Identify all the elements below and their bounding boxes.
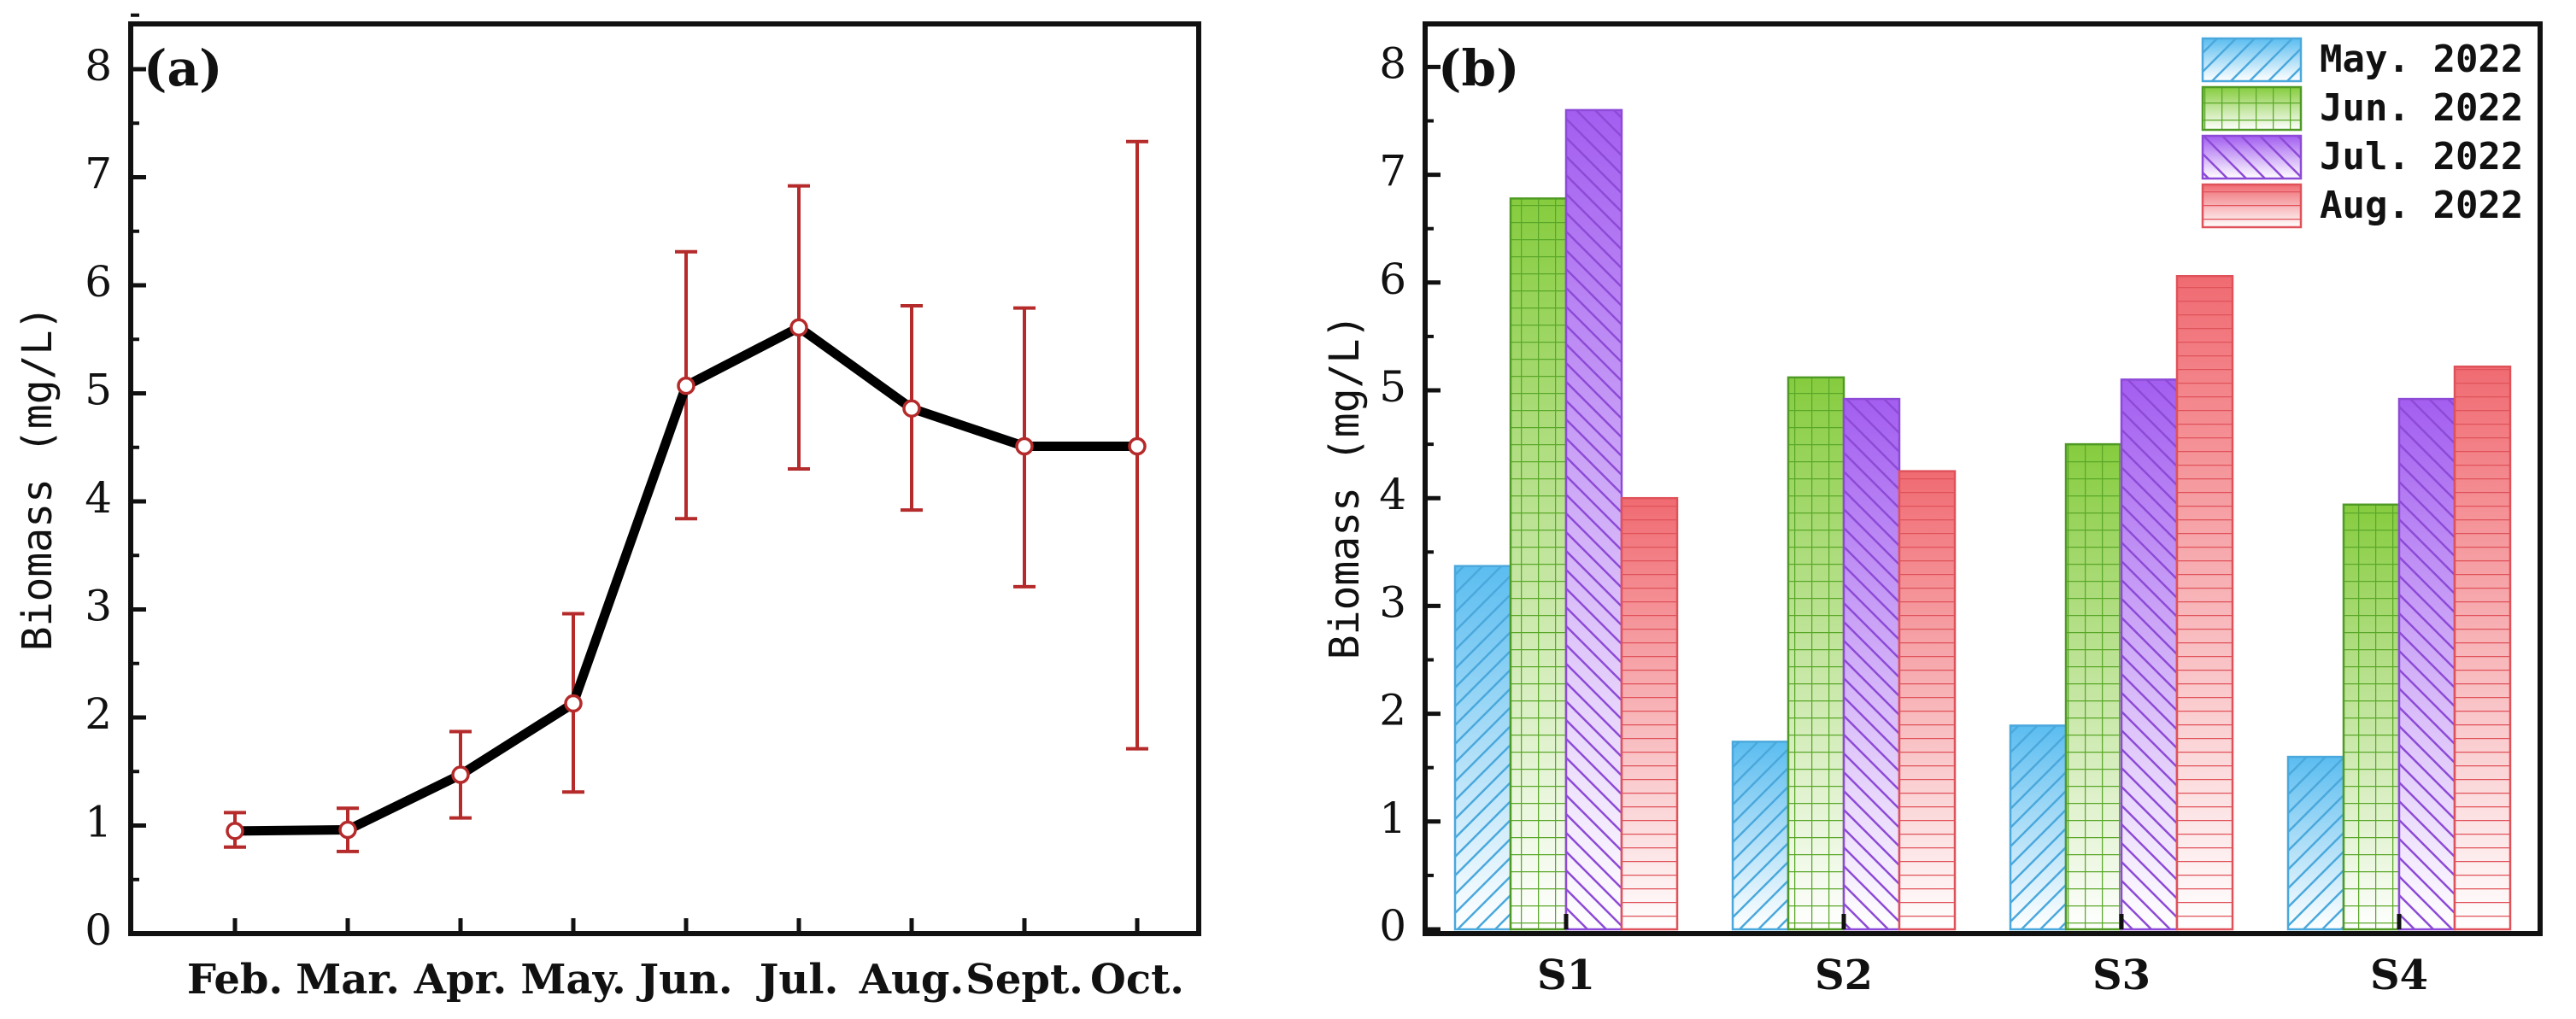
- panel-a-y-ticks: 0 1 2 3 4 5 6 7 8: [85, 13, 146, 955]
- panel-a-data-point: [338, 820, 357, 840]
- panel-a-data-point: [226, 822, 244, 840]
- legend-label: Jul. 2022: [2320, 135, 2523, 179]
- panel-b-y-tick-label: 2: [1379, 686, 1406, 735]
- panel-a-x-tick-label: Feb.: [187, 956, 283, 1004]
- panel-a-y-tick-label: 7: [85, 149, 112, 199]
- panel-b-x-tick-label: S2: [1815, 952, 1873, 999]
- panel-b-y-tick-label: 3: [1379, 577, 1406, 627]
- panel-b-x-tick-label: S3: [2092, 952, 2151, 999]
- panel-a-y-tick-label: 5: [85, 366, 112, 415]
- panel-a-y-tick-label: 4: [85, 473, 112, 523]
- panel-a-x-tick-label: Mar.: [296, 956, 400, 1004]
- panel-a-data-point: [789, 318, 808, 337]
- panel-a-x-tick-label: May.: [520, 956, 625, 1004]
- panel-a-frame: [128, 21, 1201, 936]
- panel-a-y-tick-label: 0: [85, 905, 112, 955]
- legend-swatch-pattern-3: [2201, 183, 2303, 229]
- panel-a-x-tick-label: Aug.: [859, 956, 964, 1004]
- bar-pattern-1-0: [1509, 197, 1568, 931]
- panel-b-bars: [1453, 108, 2512, 931]
- panel-b-y-tick-label: 5: [1379, 362, 1406, 412]
- panel-a-x-tick-label: Jul.: [756, 956, 839, 1004]
- legend-swatch-pattern-2: [2201, 134, 2303, 180]
- bar-pattern-1-3: [2342, 503, 2401, 931]
- panel-a-error-bars: [224, 139, 1148, 853]
- panel-a-x-tick-label: Jun.: [636, 956, 732, 1004]
- panel-b-y-tick-label: 4: [1379, 470, 1406, 519]
- bar-pattern-3-3: [2453, 365, 2512, 931]
- panel-b-frame: [1423, 21, 2543, 936]
- panel-b-x-tick-label: S1: [1537, 952, 1595, 999]
- legend-swatch-pattern-0: [2201, 37, 2303, 83]
- panel-b-x-ticks: S1 S2 S3 S4: [1537, 914, 2428, 999]
- panel-a-data-point: [451, 765, 470, 784]
- bar-pattern-3-0: [1620, 496, 1679, 931]
- panel-b: (b) Biomass (mg/L) 0 1 2 3 4 5 6 7 8 S1 S2 S3 S4 Ma…: [1321, 21, 2543, 999]
- bar-pattern-3-1: [1898, 470, 1957, 931]
- panel-a-y-tick-label: 6: [85, 257, 112, 307]
- panel-b-y-tick-label: 6: [1379, 255, 1406, 304]
- panel-a-y-tick-label: 2: [85, 689, 112, 739]
- panel-a-label: (a): [144, 39, 222, 97]
- panel-a-x-tick-label: Sept.: [965, 956, 1083, 1004]
- panel-b-legend: May. 2022 Jun. 2022 Jul. 2022 Aug. 2022: [2201, 37, 2523, 229]
- panel-a-points: [226, 318, 1147, 840]
- bar-pattern-0-0: [1453, 565, 1512, 931]
- panel-b-x-tick-label: S4: [2370, 952, 2428, 999]
- bar-pattern-0-3: [2286, 755, 2345, 931]
- panel-b-label: (b): [1438, 39, 1519, 97]
- bar-pattern-2-2: [2120, 378, 2179, 931]
- bar-pattern-2-0: [1564, 108, 1623, 931]
- bar-pattern-1-1: [1787, 376, 1845, 931]
- panel-a-data-point: [564, 694, 583, 713]
- panel-a-y-tick-label: 1: [85, 798, 112, 847]
- legend-label: May. 2022: [2320, 38, 2523, 81]
- panel-a-data-point: [677, 376, 695, 395]
- bar-pattern-0-2: [2009, 724, 2068, 931]
- bar-pattern-1-2: [2064, 442, 2123, 931]
- panel-b-y-tick-label: 7: [1379, 147, 1406, 196]
- bar-pattern-2-1: [1842, 397, 1901, 931]
- panel-b-y-tick-label: 0: [1379, 901, 1406, 951]
- panel-a-y-axis-label: Biomass (mg/L): [14, 306, 62, 652]
- panel-a-y-tick-label: 8: [85, 41, 112, 91]
- panel-a-x-tick-label: Apr.: [414, 956, 507, 1004]
- bar-pattern-2-3: [2397, 397, 2456, 931]
- panel-a-x-tick-label: Oct.: [1090, 956, 1184, 1004]
- panel-b-y-tick-label: 8: [1379, 38, 1406, 88]
- panel-b-y-ticks: 0 1 2 3 4 5 6 7 8: [1379, 38, 1441, 951]
- bar-pattern-0-1: [1731, 741, 1790, 931]
- legend-label: Aug. 2022: [2320, 184, 2523, 227]
- legend-swatch-pattern-1: [2201, 85, 2303, 132]
- panel-a-data-point: [902, 399, 921, 418]
- panel-a-y-tick-label: 3: [85, 582, 112, 631]
- panel-a-data-point: [1128, 436, 1147, 456]
- panel-a: (a) Biomass (mg/L) 0 1 2 3 4 5 6 7 8 Feb. Mar. Apr…: [14, 13, 1201, 1004]
- panel-a-x-ticks: Feb. Mar. Apr. May. Jun. Jul. Aug. Sept. Oct.: [187, 918, 1184, 1004]
- panel-b-y-axis-label: Biomass (mg/L): [1321, 314, 1369, 660]
- bar-pattern-3-2: [2175, 274, 2234, 931]
- panel-a-data-point: [1015, 436, 1034, 456]
- legend-label: Jun. 2022: [2320, 86, 2523, 130]
- panel-b-y-tick-label: 1: [1379, 794, 1406, 843]
